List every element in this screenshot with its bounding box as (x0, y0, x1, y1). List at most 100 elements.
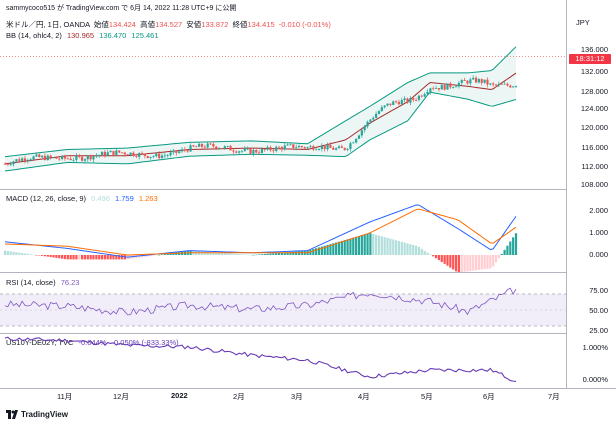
candle-body (183, 149, 186, 151)
rsi-value: 76.23 (60, 278, 80, 287)
main-legend[interactable]: 米ドル／円, 1日, OANDA 始値134.424 高値134.527 安値1… (6, 20, 331, 29)
candle-body (218, 148, 221, 149)
macd-signal-line (4, 208, 517, 256)
macd-histogram-bar (463, 255, 466, 272)
candle-body (243, 148, 246, 151)
candle-body (446, 83, 449, 90)
pane-divider-spread[interactable] (0, 333, 566, 334)
candle-body (260, 149, 264, 153)
macd-histogram-bar (335, 242, 338, 255)
candle-body (58, 158, 61, 160)
candle-body (232, 150, 235, 152)
macd-histogram-bar (329, 244, 332, 255)
time-tick: 2月 (233, 392, 245, 401)
spread-line (4, 336, 517, 382)
macd-histogram-bar (372, 233, 375, 255)
candle-body (355, 138, 358, 143)
macd-histogram-bar (369, 233, 372, 255)
macd-histogram-bar (489, 255, 492, 269)
macd-histogram-bar (75, 255, 78, 260)
spread-label: US10Y-DE02Y, TVC (6, 338, 74, 347)
candle-body (392, 101, 395, 105)
macd-histogram-bar (503, 249, 506, 255)
macd-histogram-bar (18, 252, 21, 255)
change-value: -0.010 (-0.01%) (278, 20, 331, 29)
pane-divider-macd[interactable] (0, 189, 566, 190)
pane-divider-rsi[interactable] (0, 272, 566, 273)
candle-body (229, 145, 232, 151)
candle-body (280, 147, 284, 150)
bb-fill (5, 46, 516, 172)
candle-body (92, 156, 95, 160)
macd-histogram-bar (223, 253, 226, 255)
macd-histogram-bar (337, 241, 341, 255)
candle-body (400, 100, 403, 105)
macd-histogram-bar (78, 255, 81, 260)
macd-legend[interactable]: MACD (12, 26, close, 9) 0.496 1.759 1.26… (6, 194, 158, 203)
candle-body (158, 153, 161, 158)
macd-histogram-bar (143, 255, 146, 257)
candle-body (380, 107, 383, 112)
bb-basis-line (4, 72, 517, 165)
macd-histogram-bar (232, 253, 235, 255)
low-label: 安値 (186, 20, 202, 29)
candle-body (23, 158, 27, 161)
candle-body (297, 145, 301, 148)
macd-histogram-bar (480, 255, 483, 270)
candle-body (257, 152, 261, 154)
candle-body (186, 150, 189, 152)
candle-body (175, 150, 178, 153)
symbol-label: 米ドル／円, 1日, OANDA (6, 20, 90, 29)
candle-body (246, 148, 249, 150)
candle-body (266, 147, 269, 150)
candle-body (60, 155, 64, 160)
macd-histogram-bar (280, 252, 284, 255)
macd-histogram-bar (15, 252, 18, 255)
candle-body (89, 155, 92, 160)
macd-histogram-bar (315, 248, 318, 255)
candle-body (215, 146, 218, 149)
macd-histogram-bar (432, 255, 435, 257)
macd-histogram-bar (494, 255, 498, 263)
candle-body (55, 157, 58, 159)
macd-histogram-bar (449, 255, 452, 268)
rsi-tick: 50.00 (589, 306, 608, 315)
macd-histogram-bar (429, 254, 432, 255)
macd-histogram-bar (380, 236, 383, 255)
candle-body (86, 155, 89, 160)
tradingview-logo[interactable]: TradingView (6, 408, 68, 420)
candle-body (180, 149, 184, 152)
candle-body (178, 151, 181, 153)
macd-histogram-bar (272, 253, 275, 255)
macd-histogram-bar (255, 254, 258, 256)
candle-body (123, 152, 126, 155)
candle-body (112, 150, 115, 155)
macd-histogram-bar (360, 235, 363, 255)
macd-histogram-bar (440, 255, 443, 262)
candle-body (452, 87, 455, 88)
candle-body (472, 77, 475, 80)
macd-histogram-bar (397, 241, 401, 255)
macd-histogram-bar (469, 255, 472, 271)
bb-legend[interactable]: BB (14, ohlc4, 2) 130.965 136.470 125.46… (6, 31, 159, 40)
macd-histogram-bar (420, 248, 423, 255)
macd-histogram-bar (206, 251, 209, 255)
candle-body (83, 159, 87, 161)
macd-histogram-bar (9, 251, 12, 255)
macd-histogram-bar (152, 255, 155, 256)
candle-body (235, 151, 238, 153)
macd-histogram-bar (454, 255, 458, 272)
rsi-legend[interactable]: RSI (14, close) 76.23 (6, 278, 79, 287)
author-line: sammycoco515 が TradingView.com で 6月 14, … (6, 5, 237, 12)
macd-histogram-bar (466, 255, 469, 272)
macd-histogram-bar (220, 252, 224, 255)
candle-body (292, 144, 295, 148)
macd-tick: 2.000 (589, 206, 608, 215)
candle-body (412, 98, 415, 100)
candle-body (106, 152, 109, 156)
candle-body (286, 144, 289, 146)
candle-body (406, 98, 409, 103)
macd-histogram-bar (286, 252, 289, 255)
current-price-tag: 18:31:12 (569, 54, 611, 64)
